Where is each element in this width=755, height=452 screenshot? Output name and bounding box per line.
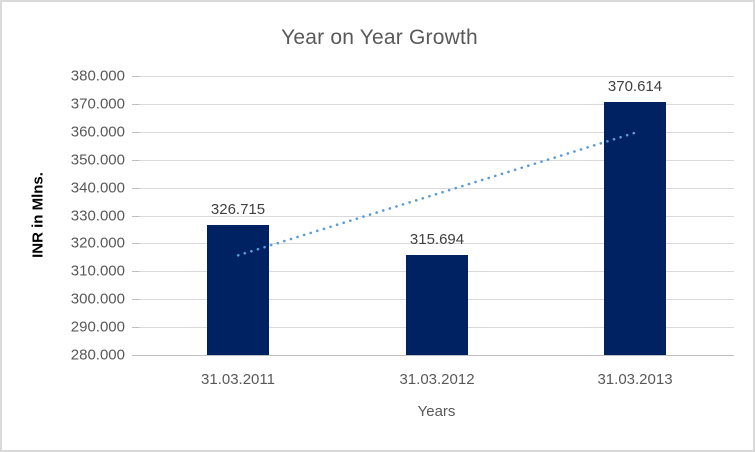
bar-31.03.2011 <box>207 225 269 355</box>
chart-title: Year on Year Growth <box>281 26 478 49</box>
bar-31.03.2012 <box>406 255 468 355</box>
y-gridline <box>139 104 734 105</box>
y-axis-tick <box>132 104 139 105</box>
y-tick-label: 300.000 <box>70 290 125 308</box>
y-axis-tick <box>132 355 139 356</box>
y-tick-label: 340.000 <box>70 179 125 197</box>
y-tick-label: 360.000 <box>70 123 125 141</box>
y-axis-tick <box>132 271 139 272</box>
y-axis-tick <box>132 76 139 77</box>
data-label: 370.614 <box>607 78 663 95</box>
y-tick-label: 370.000 <box>70 95 125 113</box>
y-tick-label: 330.000 <box>70 207 125 225</box>
x-tick-label: 31.03.2011 <box>201 371 275 388</box>
y-tick-label: 310.000 <box>70 262 125 280</box>
x-tick-label: 31.03.2013 <box>597 371 673 388</box>
y-axis-tick <box>132 216 139 217</box>
data-label: 326.715 <box>210 201 266 218</box>
data-label: 315.694 <box>409 231 465 248</box>
y-axis-tick <box>132 327 139 328</box>
y-tick-label: 350.000 <box>70 151 125 169</box>
y-gridline <box>139 76 734 77</box>
y-axis-tick <box>132 132 139 133</box>
y-axis-tick <box>132 160 139 161</box>
y-tick-label: 290.000 <box>70 318 125 336</box>
y-tick-label: 320.000 <box>70 234 125 252</box>
y-axis-tick <box>132 243 139 244</box>
y-tick-label: 380.000 <box>70 67 125 85</box>
y-axis-tick <box>132 188 139 189</box>
y-axis-tick <box>132 299 139 300</box>
x-tick-label: 31.03.2012 <box>399 371 475 388</box>
x-axis-title: Years <box>417 403 456 420</box>
y-tick-label: 280.000 <box>70 346 125 364</box>
bar-31.03.2013 <box>604 102 666 355</box>
x-axis-line <box>132 355 734 356</box>
